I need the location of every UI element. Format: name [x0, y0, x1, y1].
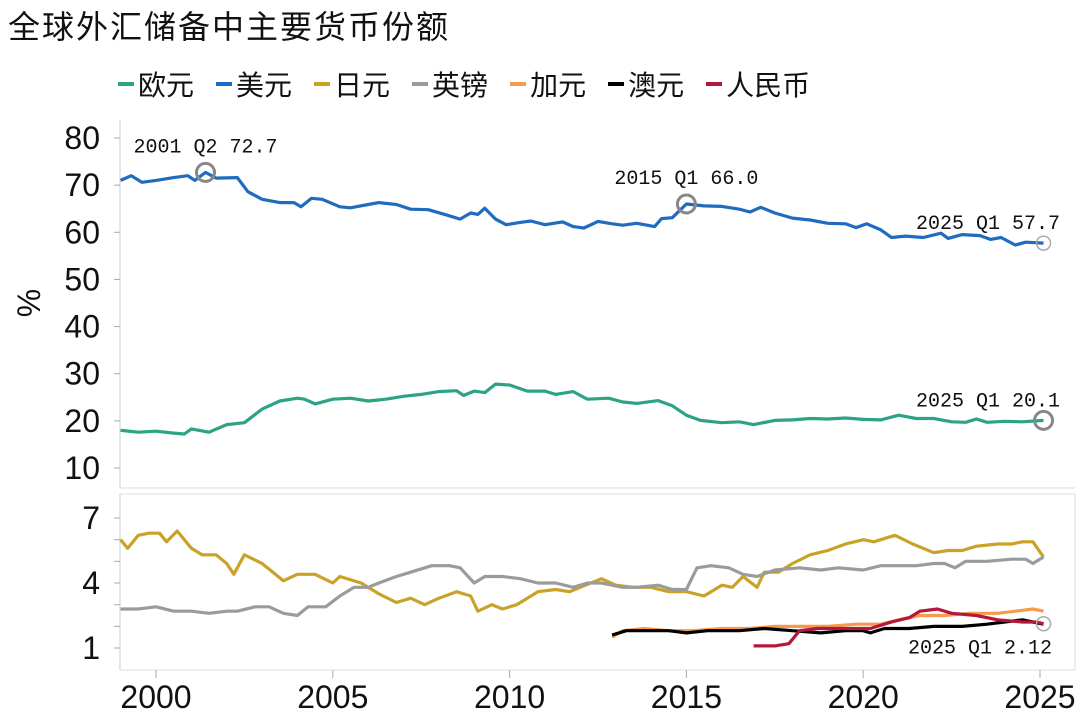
annotation-marker: [1035, 615, 1052, 632]
legend-item: 人民币: [706, 64, 810, 104]
legend-swatch: [412, 82, 429, 86]
series-line-0: [120, 382, 1044, 436]
legend-swatch: [314, 82, 331, 86]
legend-label: 欧元: [138, 69, 195, 102]
legend-swatch: [216, 82, 233, 86]
legend-label: 日元: [334, 69, 391, 102]
annotation-label: 2015 Q1 66.0: [614, 168, 758, 191]
legend-item: 欧元: [118, 64, 194, 104]
x-tick-label: 2005: [297, 679, 368, 715]
legend-label: 加元: [530, 69, 587, 102]
series-line-5: [611, 618, 1044, 637]
legend-label: 英镑: [432, 69, 489, 102]
x-tick-label: 2010: [474, 679, 545, 715]
y-axis-label: %: [11, 289, 47, 317]
y-tick-label: 80: [64, 120, 100, 156]
y-tick-label: 70: [64, 167, 100, 203]
legend-label: 人民币: [726, 69, 811, 102]
x-tick-label: 2000: [120, 679, 191, 715]
series-line-2: [119, 529, 1045, 613]
legend-item: 加元: [510, 64, 586, 104]
x-tick-label: 2015: [651, 679, 722, 715]
annotation-label: 2025 Q1 20.1: [916, 390, 1060, 413]
legend-label: 美元: [236, 69, 293, 102]
y-tick-label: 1: [82, 630, 100, 666]
y-tick-label: 40: [64, 309, 100, 345]
annotation-marker: [1033, 409, 1055, 431]
y-tick-label: 7: [82, 500, 100, 536]
x-tick-label: 2025: [1004, 679, 1075, 715]
series-line-6: [753, 607, 1044, 648]
y-tick-label: 30: [64, 356, 100, 392]
annotation-marker: [675, 193, 697, 215]
series-line-1: [119, 170, 1044, 247]
legend-swatch: [608, 82, 625, 86]
annotation-label: 2025 Q1 2.12: [908, 638, 1052, 661]
annotation-marker: [195, 161, 217, 183]
y-tick-label: 10: [64, 450, 100, 486]
annotation-marker: [1035, 235, 1052, 251]
legend-swatch: [706, 82, 723, 86]
legend-swatch: [510, 82, 527, 86]
legend: 欧元 美元 日元 英镑 加元 澳元 人民币: [118, 64, 810, 104]
y-tick-label: 50: [64, 261, 100, 297]
annotation-label: 2025 Q1 57.7: [916, 213, 1060, 236]
annotation-label: 2001 Q2 72.7: [133, 136, 277, 159]
y-tick-label: 20: [64, 403, 100, 439]
x-tick-label: 2020: [828, 679, 899, 715]
legend-swatch: [118, 82, 134, 86]
legend-item: 日元: [314, 64, 390, 104]
legend-item: 澳元: [608, 64, 684, 104]
legend-item: 英镑: [412, 64, 488, 104]
chart-title: 全球外汇储备中主要货币份额: [8, 8, 451, 46]
y-tick-label: 4: [82, 565, 100, 601]
y-tick-label: 60: [64, 214, 100, 250]
series-line-3: [120, 555, 1045, 618]
legend-item: 美元: [216, 64, 292, 104]
legend-label: 澳元: [628, 69, 685, 102]
